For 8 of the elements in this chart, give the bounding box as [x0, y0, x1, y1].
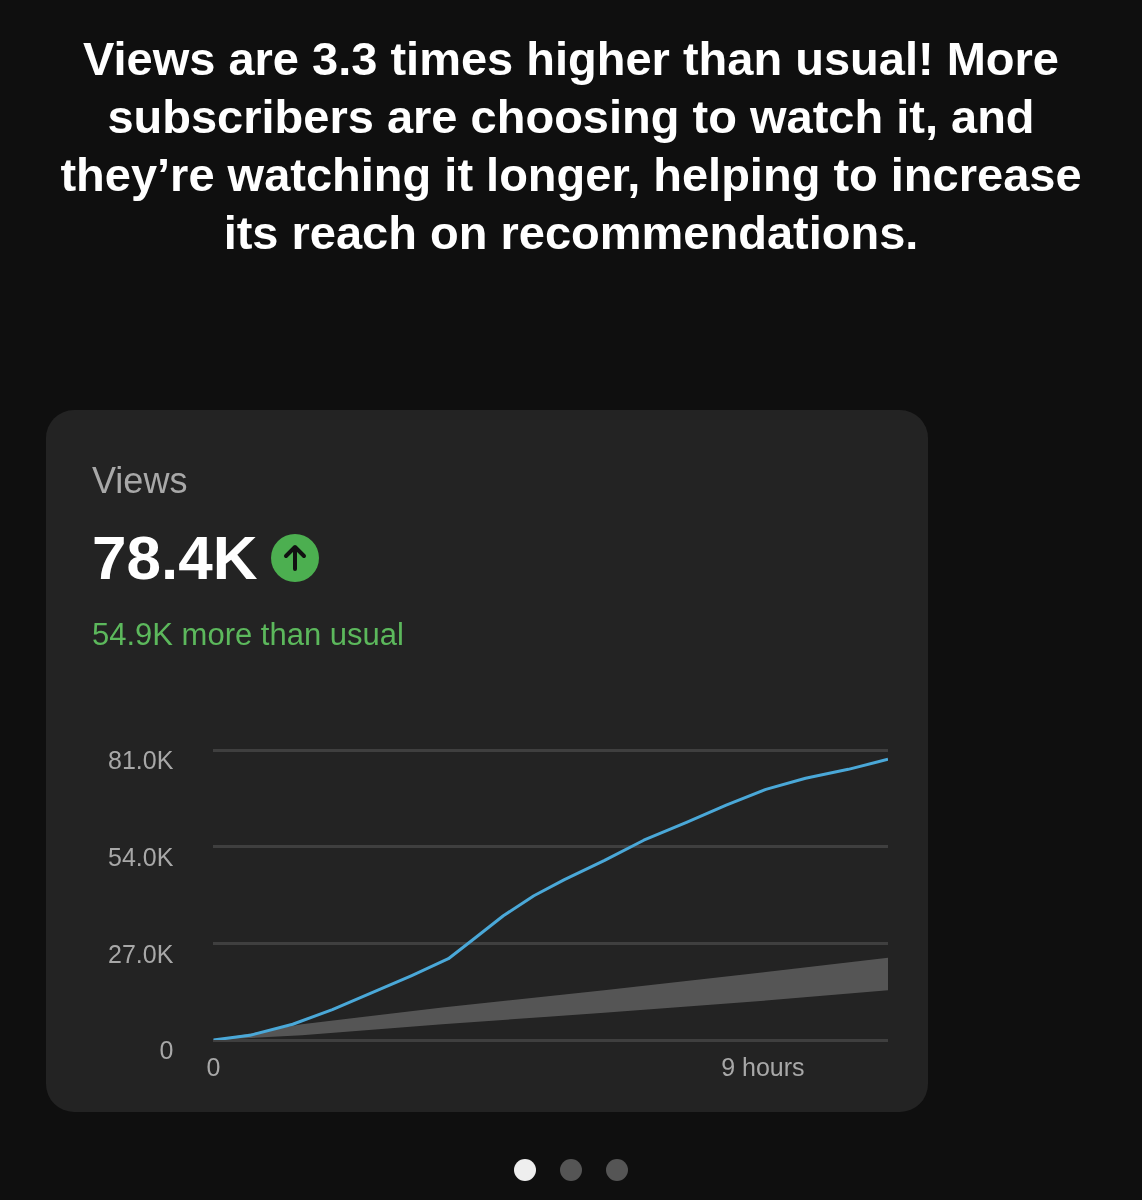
x-tick-label: 9 hours [721, 1052, 805, 1081]
y-tick-label: 54.0K [107, 843, 174, 872]
y-tick-label: 81.0K [107, 746, 174, 775]
chart-title: Views are 3.3 times higher than usual! More subscribers are choosing to watch it, and they’re watching it longer, helping to increase its reach on recommendations. [59, 31, 1083, 261]
text: 78.4K [92, 522, 258, 593]
y-tick-label: 27.0K [107, 939, 174, 968]
chart-subtitle: Views [92, 460, 188, 502]
text: 54.9K more than usual [92, 617, 404, 653]
